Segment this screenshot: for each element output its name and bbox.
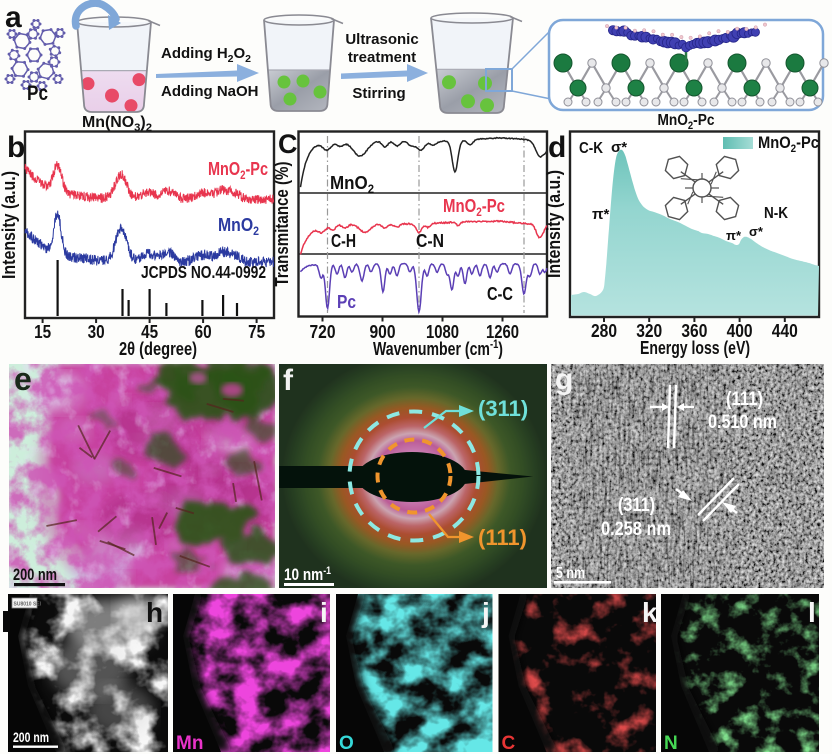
svg-text:(111): (111) [726,389,763,410]
svg-text:75: 75 [248,322,265,342]
svg-text:360: 360 [681,321,707,341]
svg-text:C-N: C-N [416,231,444,251]
svg-text:60: 60 [195,322,212,342]
svg-text:Intensity (a.u.): Intensity (a.u.) [544,170,564,278]
svg-text:Stirring: Stirring [352,85,405,102]
svg-text:MnO2-Pc: MnO2-Pc [658,112,715,132]
svg-text:900: 900 [370,322,396,342]
svg-text:i: i [320,597,328,628]
svg-text:Mn: Mn [176,733,203,754]
svg-text:C-H: C-H [331,231,356,251]
svg-text:(311): (311) [618,495,655,516]
svg-text:π*: π* [592,206,609,223]
svg-text:Adding NaOH: Adding NaOH [161,83,259,100]
svg-text:b: b [7,131,25,164]
svg-text:(311): (311) [478,396,528,421]
svg-text:j: j [481,597,490,628]
svg-text:C-K: C-K [579,140,603,157]
svg-text:C: C [502,733,516,754]
svg-text:30: 30 [88,322,105,342]
svg-text:σ*: σ* [611,139,627,156]
svg-text:15: 15 [34,322,51,342]
svg-text:2θ (degree): 2θ (degree) [119,339,197,359]
svg-text:720: 720 [310,322,336,342]
svg-text:5 nm: 5 nm [556,565,585,582]
svg-text:200 nm: 200 nm [13,729,49,745]
svg-text:Intensity (a.u.): Intensity (a.u.) [0,171,19,279]
svg-text:l: l [808,597,816,628]
svg-text:h: h [146,597,163,628]
svg-text:400: 400 [727,321,753,341]
svg-text:Energy loss (eV): Energy loss (eV) [640,338,750,358]
svg-text:MnO2-Pc: MnO2-Pc [758,134,819,155]
svg-text:MnO2-Pc: MnO2-Pc [443,196,505,219]
svg-text:Adding H2O2: Adding H2O2 [161,45,251,65]
svg-text:f: f [283,364,294,397]
svg-text:O: O [339,733,354,754]
svg-text:treatment: treatment [348,49,416,66]
svg-text:Ultrasonic: Ultrasonic [345,31,418,48]
svg-text:200 nm: 200 nm [13,565,57,584]
svg-text:C-C: C-C [487,284,513,304]
svg-text:280: 280 [591,321,617,341]
svg-text:C: C [278,129,298,159]
svg-text:Pc: Pc [27,82,48,105]
svg-text:π*: π* [726,228,742,243]
svg-text:e: e [14,361,32,397]
svg-text:0.510 nm: 0.510 nm [708,412,777,433]
svg-text:k: k [642,597,658,628]
svg-text:MnO2-Pc: MnO2-Pc [208,159,268,182]
svg-text:1080: 1080 [426,322,459,342]
svg-text:g: g [555,363,573,396]
svg-text:Transmitance (%): Transmitance (%) [272,161,292,286]
svg-text:MnO2: MnO2 [330,173,374,196]
svg-text:0.258 nm: 0.258 nm [601,519,671,540]
svg-text:MnO2: MnO2 [218,215,259,238]
svg-text:Wavenumber (cm-1): Wavenumber (cm-1) [373,337,503,359]
svg-text:N-K: N-K [764,205,788,222]
svg-text:320: 320 [636,321,662,341]
svg-text:1260: 1260 [486,322,519,342]
svg-text:45: 45 [141,322,158,342]
svg-text:JCPDS NO.44-0992: JCPDS NO.44-0992 [141,262,266,282]
svg-text:Pc: Pc [337,292,356,312]
svg-text:10 nm-1: 10 nm-1 [284,565,331,584]
svg-text:SU8010 SEI: SU8010 SEI [14,602,42,608]
svg-text:440: 440 [772,321,798,341]
svg-text:a: a [5,1,22,34]
svg-text:σ*: σ* [749,224,764,239]
svg-text:N: N [664,733,678,754]
svg-text:d: d [548,131,566,164]
svg-text:(111): (111) [478,525,527,550]
